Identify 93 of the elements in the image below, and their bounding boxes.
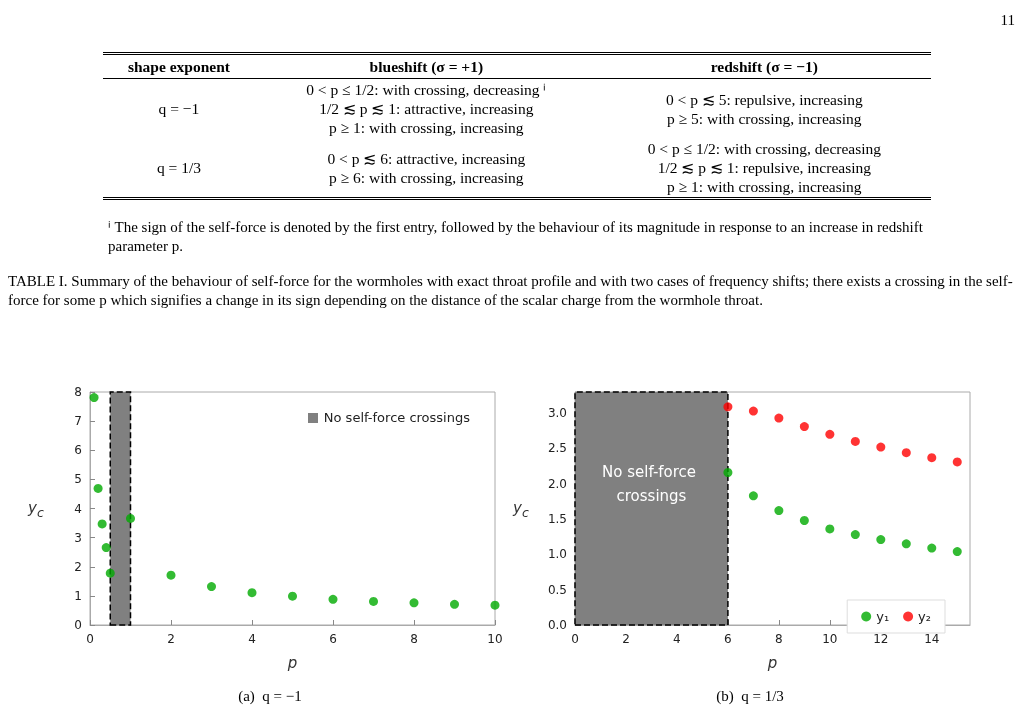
point xyxy=(166,570,176,580)
x-tick-label: 14 xyxy=(924,632,940,646)
point xyxy=(901,539,911,549)
point xyxy=(927,543,937,553)
point xyxy=(774,506,784,516)
point xyxy=(89,393,99,403)
point xyxy=(490,600,500,610)
point xyxy=(825,524,835,534)
y-tick-label: 2 xyxy=(74,559,82,574)
point xyxy=(723,467,733,477)
text: (a) q = −1 xyxy=(238,687,302,705)
point xyxy=(126,513,135,523)
legend-label: y₁ xyxy=(876,609,890,624)
text: q = 1/3 xyxy=(156,159,202,176)
y-tick-label: 1.5 xyxy=(547,512,567,527)
x-tick-label: 0 xyxy=(86,632,94,646)
band-label: No self-force crossings xyxy=(602,462,701,505)
point xyxy=(748,406,758,416)
y-tick-label: 3.0 xyxy=(547,406,567,421)
point xyxy=(450,599,459,609)
point xyxy=(952,547,962,557)
y-tick-label: 2.5 xyxy=(547,441,567,456)
text: p ≥ 1: with crossing, increasing xyxy=(329,119,524,136)
point xyxy=(328,594,338,604)
x-tick-label: 12 xyxy=(873,632,889,646)
point xyxy=(207,582,216,592)
x-tick-label: 10 xyxy=(487,632,503,646)
text: ⁱ The sign of the self-force is denoted by the first entry, followed by the behaviour of its magnitude in response to an increase in redshift parameter p. xyxy=(108,218,924,256)
point xyxy=(105,568,115,578)
text: blueshift (σ = +1) xyxy=(254,53,598,79)
text: p ≥ 1: with crossing, increasing xyxy=(667,178,862,195)
text: 1/2 ≲ p ≲ 1: repulsive, increasing xyxy=(657,159,871,176)
x-tick-label: 10 xyxy=(822,632,838,646)
point xyxy=(247,588,257,598)
x-axis-title: p xyxy=(286,653,298,672)
text: 1/2 ≲ p ≲ 1: attractive, increasing xyxy=(319,100,534,117)
point xyxy=(101,543,111,553)
y-tick-label: 2.0 xyxy=(547,476,567,491)
text: q = −1 xyxy=(158,100,200,117)
text: 0 < p ≲ 6: attractive, increasing xyxy=(327,149,526,167)
x-tick-label: 8 xyxy=(410,632,418,646)
x-tick-label: 6 xyxy=(329,632,337,646)
text: redshift (σ = −1) xyxy=(597,53,931,79)
x-tick-label: 2 xyxy=(167,632,175,646)
y-axis-title: y$_{c}$ xyxy=(513,498,529,520)
point xyxy=(876,442,886,452)
text: (b) q = 1/3 xyxy=(716,687,784,705)
text: TABLE I. Summary of the behaviour of self-force for the wormholes with exact throat profile and with two cases of frequency shifts; there exists a crossing in the self-force for some p which signifies a change in its sign depending on the distance of the scalar charge from the wormhole throat. xyxy=(8,272,1014,310)
point xyxy=(748,491,758,501)
y-tick-label: 5 xyxy=(74,472,82,487)
band-label: No self-force crossings xyxy=(323,410,470,425)
point xyxy=(850,530,860,540)
y-tick-label: 0 xyxy=(74,618,82,632)
legend-label: y₂ xyxy=(918,609,931,624)
x-tick-label: 8 xyxy=(775,632,783,646)
text: 11 xyxy=(1000,12,1015,29)
y-tick-label: 3 xyxy=(74,530,82,545)
text: 0 < p ≤ 1/2: with crossing, decreasing ⁱ xyxy=(306,81,547,98)
y-tick-label: 7 xyxy=(74,414,82,429)
y-tick-label: 6 xyxy=(74,443,82,458)
x-tick-label: 4 xyxy=(248,632,256,646)
text: shape exponent xyxy=(103,53,255,79)
point xyxy=(952,457,962,467)
point xyxy=(825,429,835,439)
point xyxy=(927,453,937,463)
point xyxy=(774,413,784,423)
text: 0 < p ≤ 1/2: with crossing, decreasing xyxy=(647,140,882,157)
y-tick-label: 0.5 xyxy=(547,582,567,597)
x-axis-title: p xyxy=(766,653,778,672)
point xyxy=(93,483,103,493)
y-tick-label: 0.0 xyxy=(547,618,567,632)
x-tick-label: 4 xyxy=(673,632,681,646)
x-tick-label: 0 xyxy=(571,632,579,646)
x-tick-label: 2 xyxy=(622,632,630,646)
y-tick-label: 1 xyxy=(74,588,82,603)
point xyxy=(799,422,809,432)
point xyxy=(97,519,107,529)
point xyxy=(850,436,860,446)
point xyxy=(288,591,297,601)
text: 0 < p ≲ 5: repulsive, increasing xyxy=(665,90,863,108)
text: p ≥ 5: with crossing, increasing xyxy=(667,109,862,127)
y-tick-label: 1.0 xyxy=(547,547,567,562)
x-tick-label: 6 xyxy=(724,632,732,646)
y-axis-title: y$_{c}$ xyxy=(28,498,44,520)
point xyxy=(901,448,911,458)
point xyxy=(723,402,733,412)
text: p ≥ 6: with crossing, increasing xyxy=(329,168,524,186)
point xyxy=(799,516,809,525)
point xyxy=(409,598,419,608)
point xyxy=(876,535,886,545)
y-tick-label: 8 xyxy=(74,385,82,399)
point xyxy=(369,596,378,606)
y-tick-label: 4 xyxy=(74,501,82,516)
